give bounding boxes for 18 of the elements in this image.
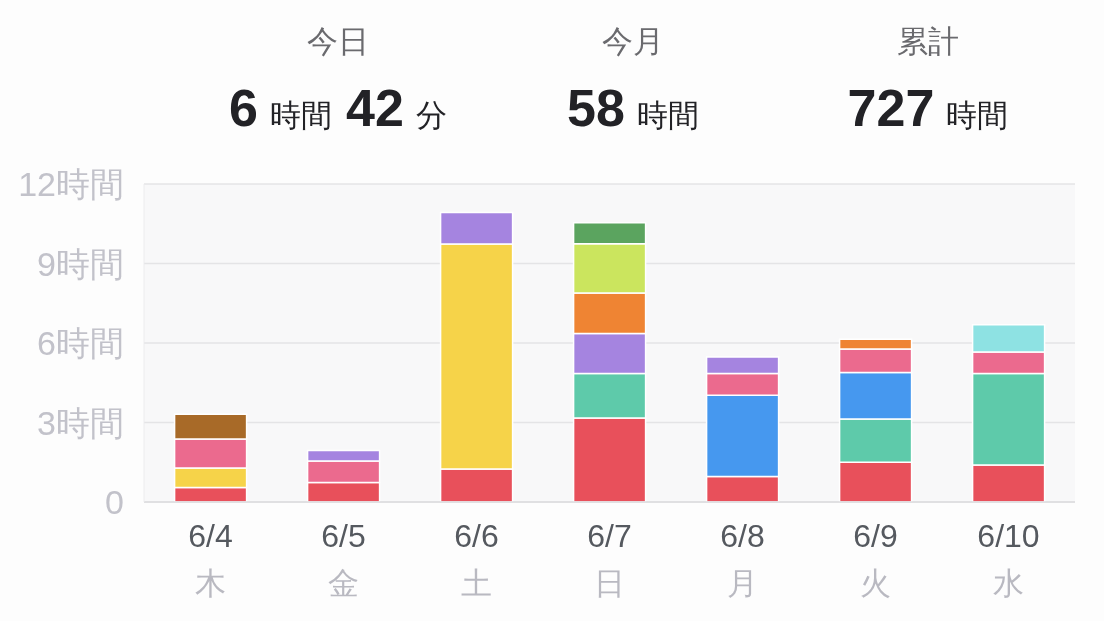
x-tick-label: 6/9 火 xyxy=(853,518,898,601)
y-tick-label: 0 xyxy=(105,483,124,522)
y-tick-label: 12時間 xyxy=(18,165,124,204)
x-tick-label: 6/6 土 xyxy=(454,518,499,601)
x-tick-label: 6/5 金 xyxy=(321,518,366,601)
x-tick-label: 6/7 日 xyxy=(587,518,632,601)
text: 今日 xyxy=(307,24,369,59)
x-tick-label: 6/10 水 xyxy=(977,518,1040,601)
text: 累計 xyxy=(897,24,959,59)
y-tick-label: 3時間 xyxy=(37,403,124,442)
text: 727 時間 xyxy=(847,79,1009,137)
x-tick-label: 6/8 月 xyxy=(720,518,765,601)
text: 58 時間 xyxy=(567,79,699,137)
x-tick-label: 6/4 木 xyxy=(188,518,233,601)
y-tick-label: 6時間 xyxy=(37,324,124,363)
text: 今月 xyxy=(602,24,664,59)
text: 6 時間 42 分 xyxy=(229,79,447,137)
y-tick-label: 9時間 xyxy=(37,244,124,283)
